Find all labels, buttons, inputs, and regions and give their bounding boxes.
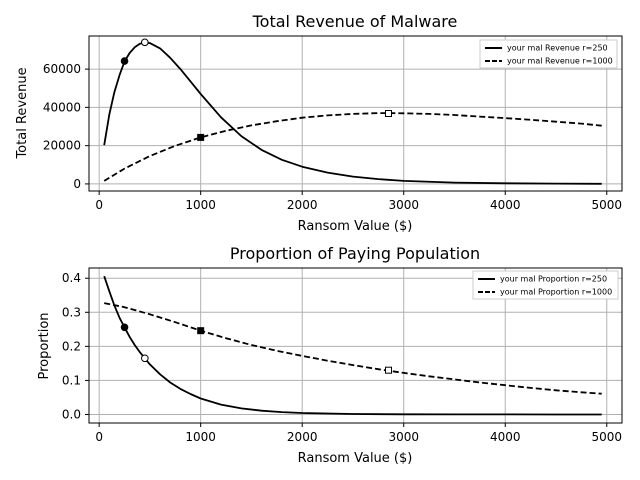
proportion-y-ticks: 0.0 0.1 0.2 0.3 0.4 bbox=[62, 271, 89, 421]
revenue-x-tick-label-3: 3000 bbox=[388, 198, 419, 212]
revenue-series-line-r250 bbox=[103, 41, 602, 185]
proportion-plot-frame bbox=[88, 267, 623, 424]
revenue-chart: Total Revenue of Malware 0 1000 2000 3000 40… bbox=[15, 12, 623, 234]
revenue-legend-entry-r250: your mal Revenue r=250 bbox=[507, 44, 608, 53]
proportion-chart-title: Proportion of Paying Population bbox=[230, 244, 480, 263]
proportion-marker-1 bbox=[141, 354, 149, 363]
proportion-x-tick-label-5: 5000 bbox=[591, 430, 622, 444]
proportion-y-tick-label-0: 0.0 bbox=[62, 407, 81, 421]
proportion-x-tick-label-1: 1000 bbox=[185, 430, 216, 444]
revenue-chart-title: Total Revenue of Malware bbox=[252, 12, 458, 31]
revenue-marker-3 bbox=[384, 110, 392, 117]
proportion-x-ticks: 0 1000 2000 3000 4000 5000 bbox=[95, 423, 622, 444]
revenue-y-ticks: 0 20000 40000 60000 bbox=[43, 62, 89, 191]
revenue-x-tick-label-1: 1000 bbox=[185, 198, 216, 212]
revenue-x-tick-label-0: 0 bbox=[95, 198, 103, 212]
proportion-legend-frame bbox=[472, 270, 619, 300]
proportion-x-tick-label-0: 0 bbox=[95, 430, 103, 444]
revenue-x-ticks: 0 1000 2000 3000 4000 5000 bbox=[95, 191, 622, 212]
proportion-y-tick-label-3: 0.3 bbox=[62, 305, 81, 319]
revenue-legend-frame bbox=[479, 39, 618, 69]
revenue-y-tick-label-0: 0 bbox=[73, 177, 81, 191]
revenue-y-tick-label-3: 60000 bbox=[43, 62, 81, 76]
proportion-x-tick-label-2: 2000 bbox=[287, 430, 318, 444]
revenue-x-axis-label: Ransom Value ($) bbox=[298, 219, 413, 234]
revenue-plot-frame bbox=[88, 35, 623, 192]
proportion-markers bbox=[120, 323, 392, 374]
proportion-marker-2 bbox=[197, 327, 205, 335]
revenue-marker-2 bbox=[197, 133, 205, 141]
proportion-legend: your mal Proportion r=250 your mal Propo… bbox=[472, 270, 619, 300]
proportion-legend-entry-r250: your mal Proportion r=250 bbox=[500, 275, 607, 284]
revenue-legend: your mal Revenue r=250 your mal Revenue … bbox=[479, 39, 618, 69]
proportion-marker-3 bbox=[384, 366, 392, 374]
proportion-x-axis-label: Ransom Value ($) bbox=[298, 451, 413, 466]
revenue-marker-0 bbox=[120, 57, 129, 65]
proportion-x-tick-label-3: 3000 bbox=[388, 430, 419, 444]
proportion-y-tick-label-4: 0.4 bbox=[62, 271, 81, 285]
proportion-y-tick-label-1: 0.1 bbox=[62, 373, 81, 387]
proportion-marker-0 bbox=[120, 323, 129, 332]
revenue-y-axis-label: Total Revenue bbox=[15, 67, 30, 159]
revenue-x-tick-label-5: 5000 bbox=[591, 198, 622, 212]
proportion-series-line-r1000 bbox=[104, 302, 602, 395]
proportion-x-tick-label-4: 4000 bbox=[490, 430, 521, 444]
revenue-marker-1 bbox=[141, 38, 149, 47]
revenue-x-tick-label-2: 2000 bbox=[287, 198, 318, 212]
revenue-y-tick-label-1: 20000 bbox=[43, 139, 81, 153]
revenue-markers bbox=[120, 38, 392, 141]
revenue-series bbox=[103, 41, 602, 185]
proportion-y-tick-label-2: 0.2 bbox=[62, 339, 81, 353]
proportion-legend-entry-r1000: your mal Proportion r=1000 bbox=[500, 288, 612, 297]
revenue-y-tick-label-2: 40000 bbox=[43, 100, 81, 114]
revenue-legend-entry-r1000: your mal Revenue r=1000 bbox=[507, 57, 613, 66]
revenue-series-line-r1000 bbox=[103, 112, 602, 182]
revenue-x-tick-label-4: 4000 bbox=[490, 198, 521, 212]
proportion-y-axis-label: Proportion bbox=[37, 312, 52, 379]
proportion-chart: Proportion of Paying Population 0 1000 200… bbox=[37, 244, 623, 466]
